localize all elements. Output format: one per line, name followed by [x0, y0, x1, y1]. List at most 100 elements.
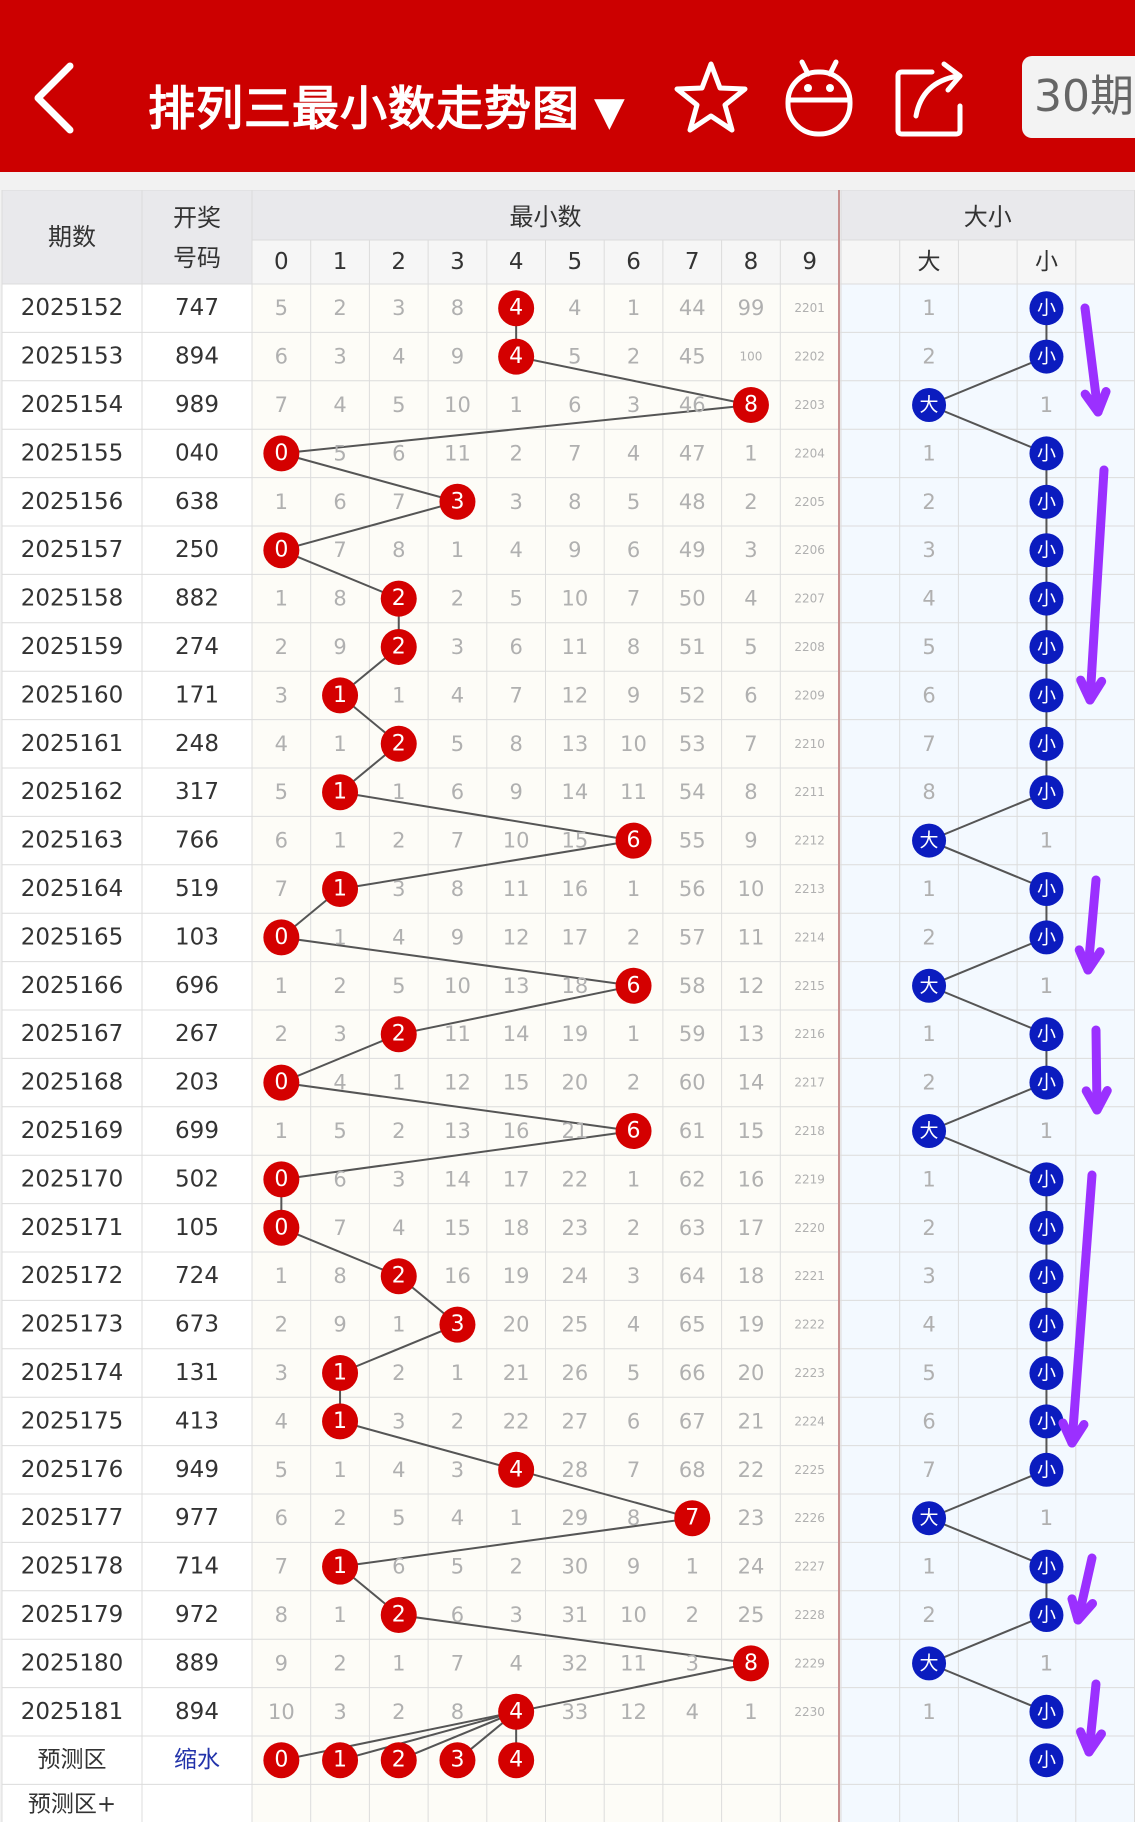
miss-count-cell: 9 — [451, 925, 464, 949]
bigsmall-ball-label: 大 — [920, 1652, 939, 1674]
draw-number-cell: 714 — [175, 1554, 219, 1580]
predict-small-ball[interactable] — [1029, 1743, 1064, 1778]
miss-count-cell: 6 — [333, 1167, 346, 1191]
miss-count-cell: 7 — [333, 1216, 346, 1240]
draw-number-cell: 696 — [175, 973, 219, 999]
miss-count-cell: 1 — [392, 1651, 405, 1675]
min-number-ball-label: 2 — [392, 586, 406, 611]
miss-count-cell: 6 — [451, 780, 464, 804]
miss-count-cell: 31 — [561, 1603, 588, 1627]
miss-count-cell: 2222 — [794, 1318, 825, 1332]
draw-number-cell: 317 — [175, 779, 219, 805]
predict-ball[interactable] — [263, 1742, 300, 1779]
annotation-arrow-icon — [1075, 1679, 1106, 1757]
miss-count-cell: 7 — [275, 393, 288, 417]
robot-icon[interactable] — [780, 56, 858, 140]
share-icon[interactable] — [892, 56, 970, 140]
bigsmall-ball-label: 小 — [1037, 878, 1056, 900]
predict-ball[interactable] — [439, 1742, 476, 1779]
small-ball — [1029, 1210, 1064, 1245]
period-cell: 2025165 — [21, 924, 123, 950]
miss-count-cell: 2217 — [794, 1076, 825, 1090]
small-ball — [1029, 581, 1064, 616]
miss-count-cell: 1 — [392, 780, 405, 804]
draw-number-cell: 882 — [175, 586, 219, 612]
miss-count-cell: 8 — [451, 1700, 464, 1724]
miss-count-cell: 3 — [392, 296, 405, 320]
miss-count-cell: 2228 — [794, 1608, 825, 1622]
min-number-ball — [380, 1597, 417, 1633]
back-icon[interactable] — [28, 58, 88, 138]
miss-count-cell: 52 — [679, 683, 706, 707]
miss-count-cell: 4 — [333, 393, 346, 417]
miss-count-cell: 2 — [333, 1651, 346, 1675]
miss-count-cell: 2221 — [794, 1269, 825, 1283]
predict-ball[interactable] — [498, 1742, 535, 1779]
miss-count-cell: 16 — [503, 1119, 530, 1143]
shrink-link[interactable]: 缩水 — [174, 1747, 220, 1773]
min-number-ball-label: 6 — [627, 973, 641, 998]
miss-count-cell: 8 — [744, 780, 757, 804]
star-icon[interactable] — [672, 56, 750, 140]
miss-count-cell: 1 — [275, 974, 288, 998]
miss-count-cell: 2 — [627, 345, 640, 369]
predict-ball[interactable] — [380, 1742, 417, 1779]
miss-count-cell: 53 — [679, 732, 706, 756]
min-number-ball-label: 4 — [509, 344, 523, 369]
miss-count-cell: 2 — [627, 1071, 640, 1095]
min-number-ball — [322, 1355, 359, 1391]
miss-count-cell: 16 — [444, 1264, 471, 1288]
miss-count-cell: 2207 — [794, 592, 825, 606]
miss-count-cell: 1 — [275, 1264, 288, 1288]
miss-count-cell: 66 — [679, 1361, 706, 1385]
bigsmall-miss-cell: 3 — [922, 538, 935, 562]
app-header: 排列三最小数走势图 ▼ 30期 — [0, 0, 1135, 172]
bigsmall-miss-cell: 1 — [1040, 1651, 1053, 1675]
digit-header-3: 3 — [450, 249, 465, 275]
miss-count-cell: 1 — [275, 490, 288, 514]
miss-count-cell: 54 — [679, 780, 706, 804]
miss-count-cell: 3 — [451, 1458, 464, 1482]
bs-header-small: 小 — [1035, 249, 1058, 275]
period-cell: 2025176 — [21, 1457, 123, 1483]
miss-count-cell: 6 — [275, 1506, 288, 1530]
miss-count-cell: 5 — [275, 780, 288, 804]
bigsmall-ball-label: 小 — [1037, 1410, 1056, 1432]
min-number-ball-label: 2 — [392, 1022, 406, 1047]
miss-count-cell: 9 — [627, 683, 640, 707]
miss-count-cell: 7 — [275, 1555, 288, 1579]
draw-number-cell: 638 — [175, 489, 219, 515]
miss-count-cell: 4 — [686, 1700, 699, 1724]
small-ball — [1029, 678, 1064, 713]
small-ball — [1029, 1452, 1064, 1487]
bigsmall-miss-cell: 2 — [922, 1071, 935, 1095]
miss-count-cell: 4 — [275, 1409, 288, 1433]
min-number-ball — [439, 483, 476, 520]
miss-count-cell: 45 — [679, 345, 706, 369]
miss-count-cell: 2201 — [794, 301, 825, 315]
bigsmall-ball-label: 小 — [1037, 733, 1056, 755]
min-number-ball-label: 0 — [274, 925, 288, 950]
period-select-button[interactable]: 30期 — [1022, 56, 1135, 138]
miss-count-cell: 16 — [738, 1167, 765, 1191]
page-title[interactable]: 排列三最小数走势图 ▼ — [148, 82, 626, 137]
miss-count-cell: 20 — [503, 1313, 530, 1337]
miss-count-cell: 3 — [509, 1603, 522, 1627]
predict-ball[interactable] — [322, 1742, 359, 1779]
bigsmall-ball-label: 大 — [920, 394, 939, 416]
miss-count-cell: 6 — [392, 441, 405, 465]
miss-count-cell: 3 — [627, 393, 640, 417]
small-ball — [1029, 1356, 1064, 1390]
miss-count-cell: 1 — [627, 296, 640, 320]
bigsmall-miss-cell: 5 — [922, 635, 935, 659]
miss-count-cell: 3 — [451, 635, 464, 659]
draw-number-cell: 413 — [175, 1408, 219, 1434]
miss-count-cell: 1 — [744, 1700, 757, 1724]
bigsmall-ball-label: 大 — [920, 975, 939, 997]
bigsmall-miss-cell: 6 — [922, 1409, 935, 1433]
miss-count-cell: 2230 — [794, 1705, 825, 1719]
miss-count-cell: 8 — [451, 877, 464, 901]
min-number-ball — [498, 1451, 535, 1488]
period-cell: 2025177 — [21, 1505, 123, 1531]
miss-count-cell: 2 — [392, 1119, 405, 1143]
